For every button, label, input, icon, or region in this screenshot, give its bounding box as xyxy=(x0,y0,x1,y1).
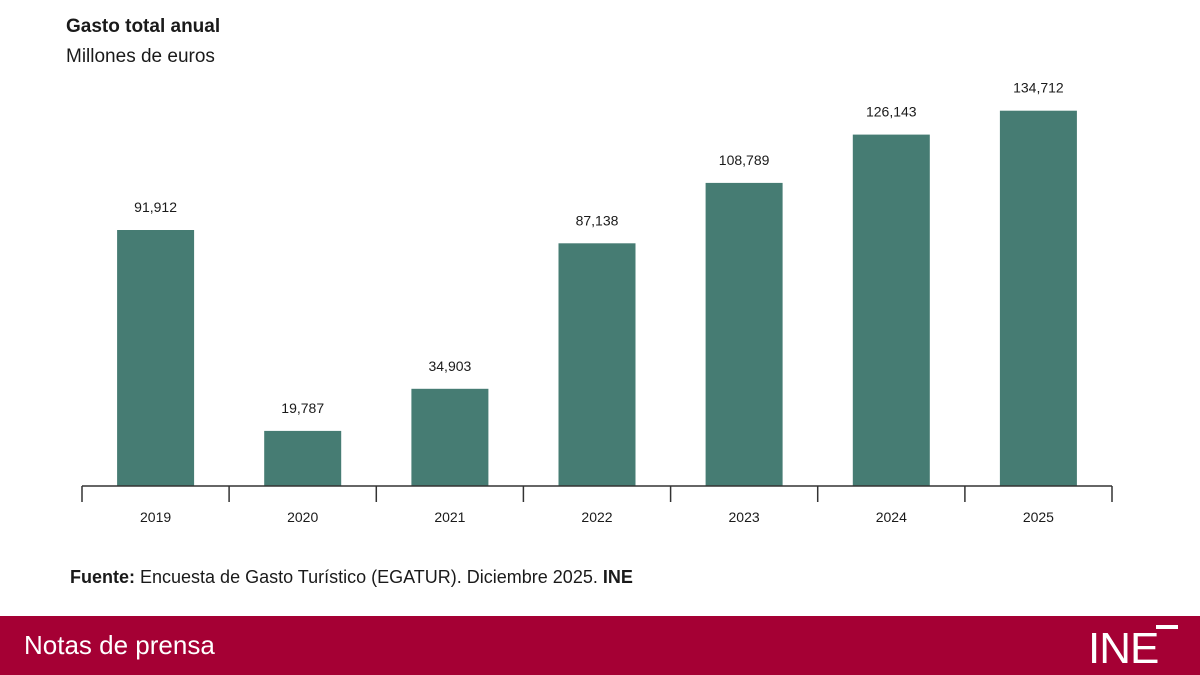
tick-label-2024: 2024 xyxy=(876,509,907,525)
data-label-2024: 126,143 xyxy=(866,104,917,120)
bar-chart: 91,912 19,787 34,903 87,138 108,789 126,143 13… xyxy=(81,80,1113,525)
data-label-2025: 134,712 xyxy=(1013,80,1064,96)
bar-2023 xyxy=(705,182,783,486)
bar-2022 xyxy=(558,243,636,486)
tick-label-2023: 2023 xyxy=(729,509,760,525)
bar-2021 xyxy=(411,388,489,486)
bar-2025 xyxy=(999,110,1077,486)
data-label-2020: 19,787 xyxy=(281,400,324,416)
tick-label-2021: 2021 xyxy=(434,509,465,525)
bar-2024 xyxy=(852,134,930,486)
tick-label-2019: 2019 xyxy=(140,509,171,525)
data-label-2019: 91,912 xyxy=(134,199,177,215)
source-org: INE xyxy=(602,567,633,587)
footer-bar: Notas de prensa INE xyxy=(0,616,1200,675)
source-text: Encuesta de Gasto Turístico (EGATUR). Di… xyxy=(135,567,603,587)
tick-label-2025: 2025 xyxy=(1023,509,1054,525)
data-label-2022: 87,138 xyxy=(576,212,619,228)
ine-logo-icon[interactable]: INE xyxy=(1086,621,1186,671)
footer-title[interactable]: Notas de prensa xyxy=(24,630,215,660)
source-label: Fuente: xyxy=(70,567,135,587)
chart-title: Gasto total anual xyxy=(66,16,221,37)
tick-label-2020: 2020 xyxy=(287,509,318,525)
x-axis: 2019 2020 2021 2022 2023 2024 2025 xyxy=(81,485,1113,525)
tick-label-2022: 2022 xyxy=(581,509,612,525)
bar-2019 xyxy=(117,230,195,486)
data-label-2023: 108,789 xyxy=(719,152,770,168)
chart-subtitle: Millones de euros xyxy=(66,46,215,67)
ine-logo-macron xyxy=(1156,625,1178,629)
bars-group: 91,912 19,787 34,903 87,138 108,789 126,143 13… xyxy=(117,80,1077,486)
data-label-2021: 34,903 xyxy=(428,358,471,374)
source-note: Fuente: Encuesta de Gasto Turístico (EGA… xyxy=(70,567,633,588)
ine-logo-text: INE xyxy=(1088,624,1158,671)
bar-2020 xyxy=(264,430,342,486)
